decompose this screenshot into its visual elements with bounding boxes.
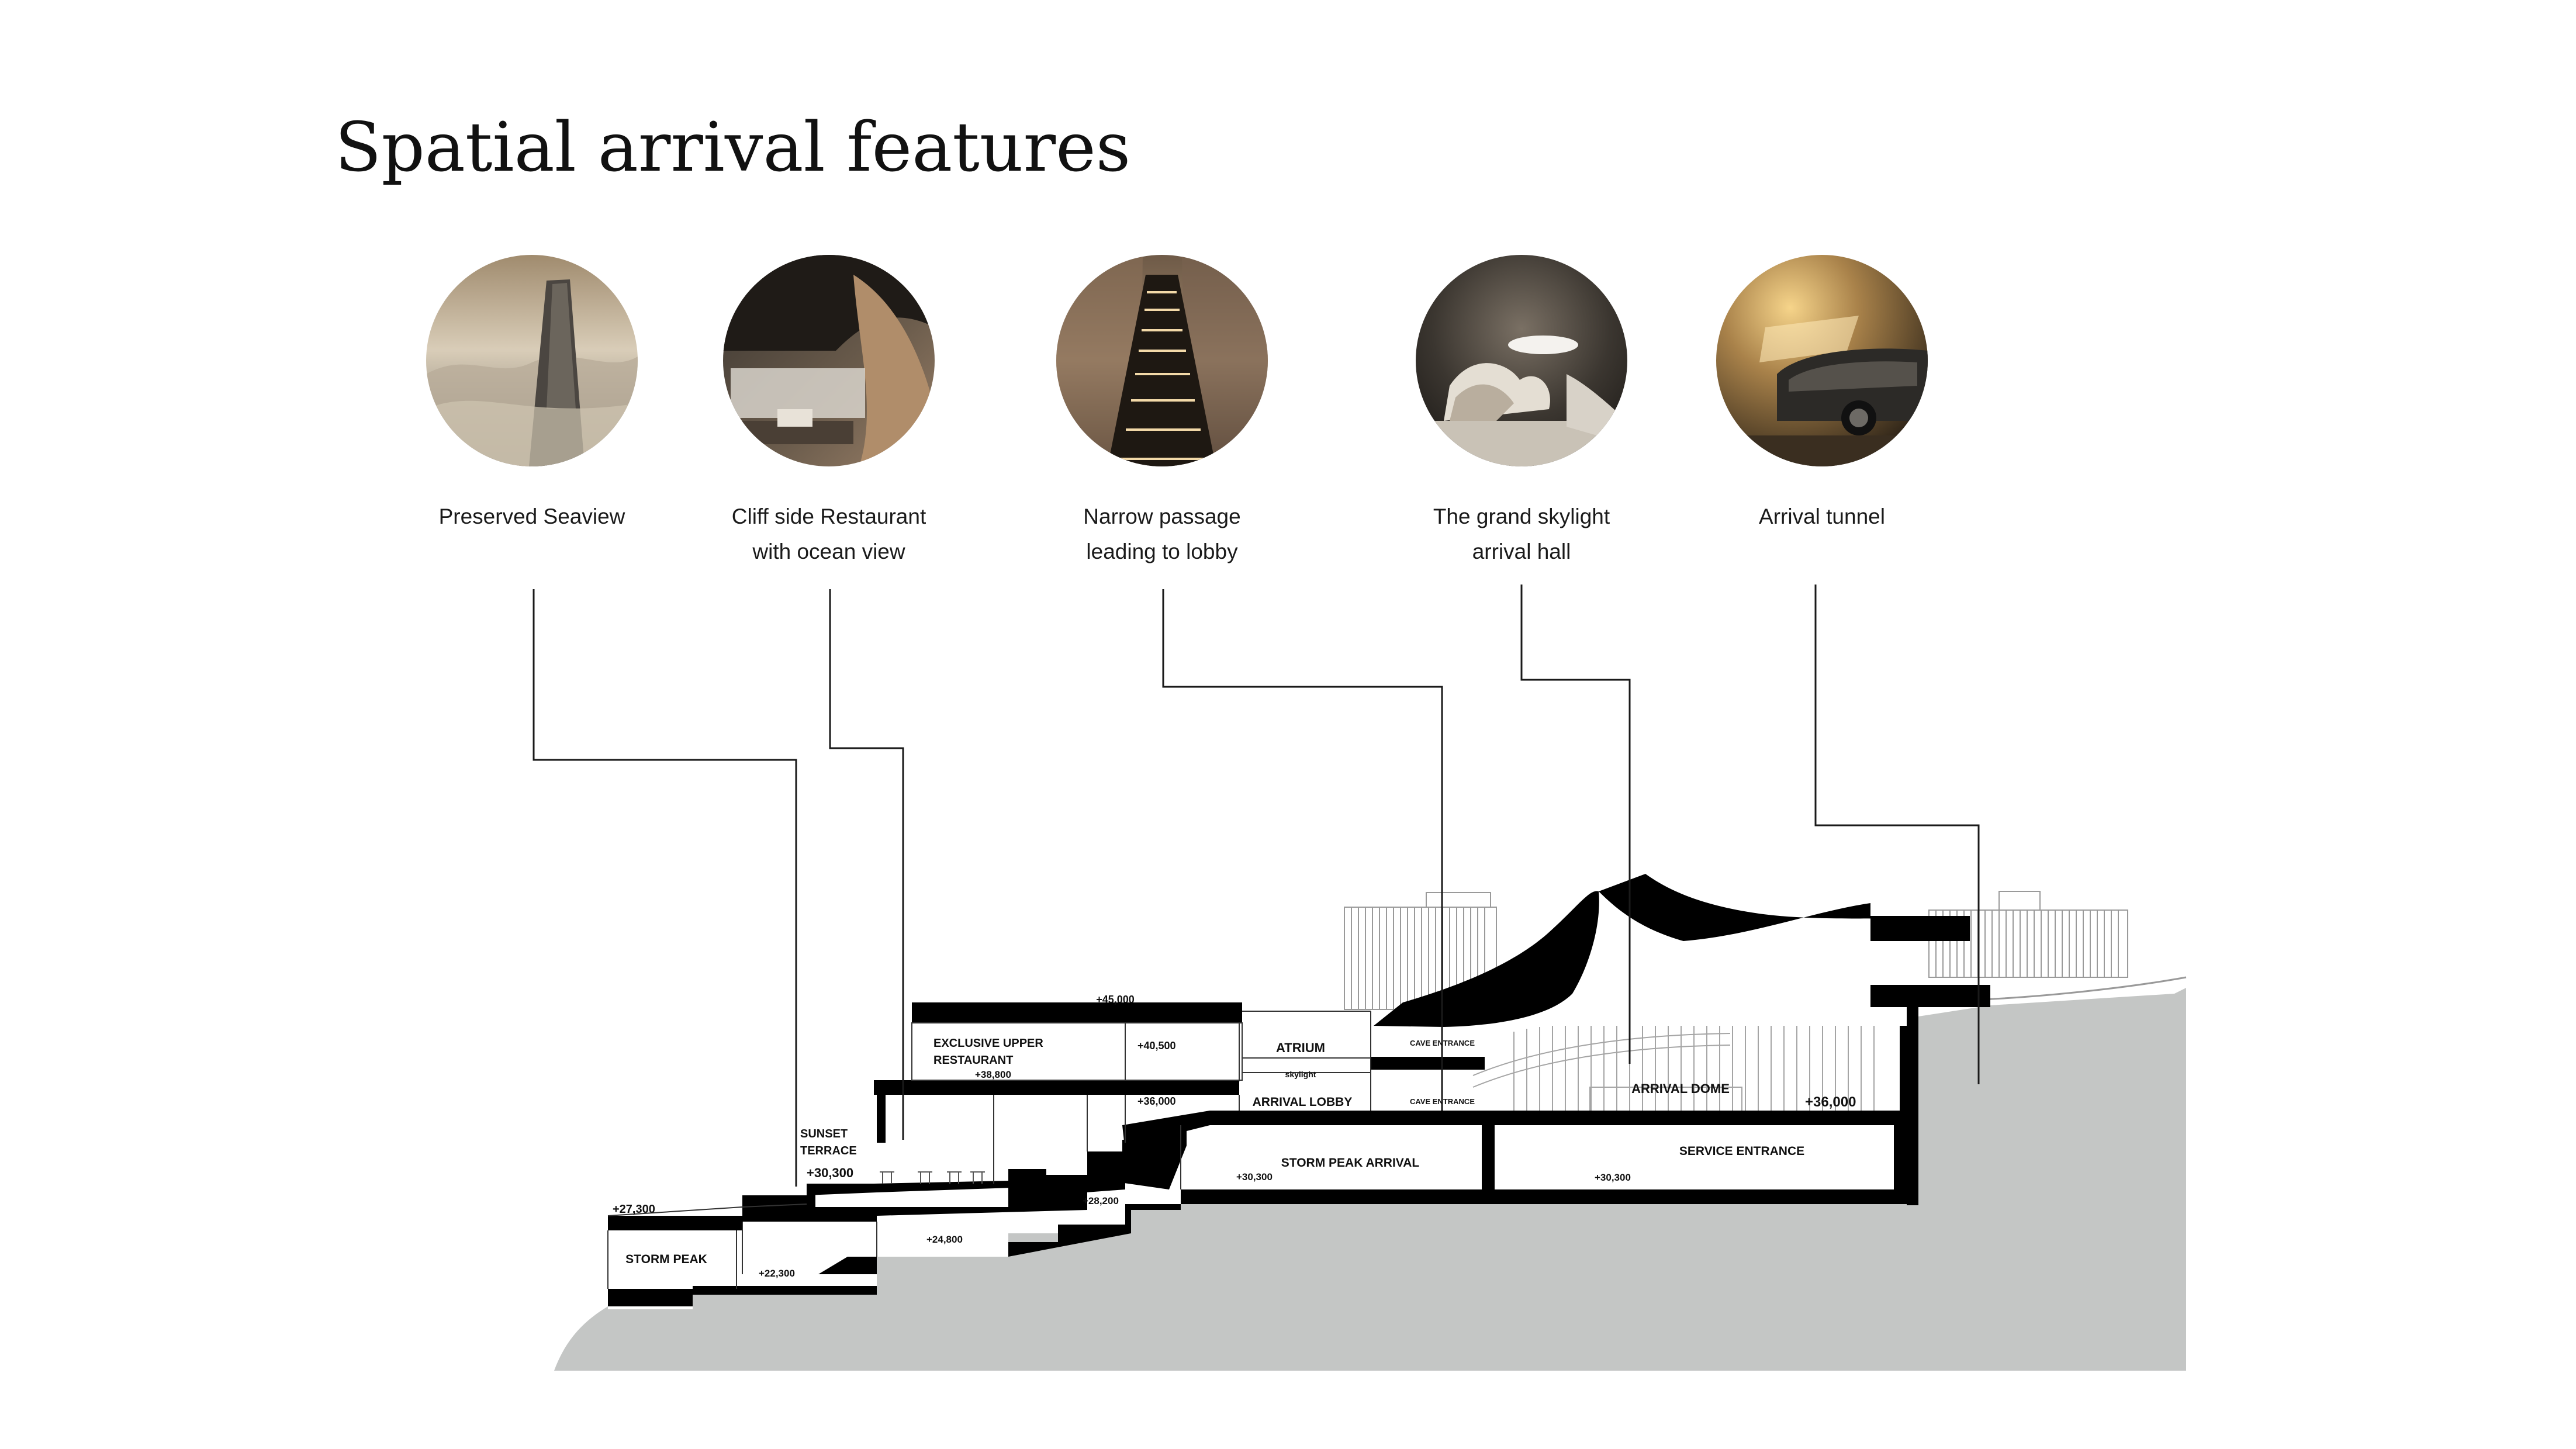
leader-cliff-restaurant <box>829 589 904 1140</box>
level-38800: +38,800 <box>975 1069 1011 1080</box>
label-sunset-terrace-line1: SUNSET <box>800 1128 848 1140</box>
foggy-cliff-tower-photo <box>426 255 638 466</box>
photo-arrival-tunnel <box>1716 255 1928 466</box>
arrival-dome-interior-hatching <box>1472 1026 1875 1113</box>
section-structure <box>608 874 1990 1306</box>
leader-lines <box>533 585 1980 1187</box>
label-atrium: ATRIUM <box>1276 1040 1325 1055</box>
level-22300: +22,300 <box>759 1268 795 1279</box>
caption-line-1: Preserved Seaview <box>439 504 625 528</box>
caption-line-1: Arrival tunnel <box>1759 504 1885 528</box>
section-thin-lines <box>607 1011 1371 1289</box>
skylight-hall-photo <box>1416 255 1627 466</box>
level-30300-service: +30,300 <box>1595 1172 1631 1183</box>
upper-terrain-line <box>1981 976 2187 1001</box>
leader-arrival-tunnel <box>1814 585 1980 1084</box>
photo-narrow-passage <box>1056 255 1268 466</box>
leader-preserved-seaview <box>533 589 797 1187</box>
photo-skylight-hall <box>1416 255 1627 466</box>
level-40500: +40,500 <box>1137 1040 1176 1052</box>
page-title: Spatial arrival features <box>335 108 1130 187</box>
terrace-furniture <box>880 1171 985 1184</box>
level-30300-arrival: +30,300 <box>1236 1171 1273 1182</box>
caption-line-2: with ocean view <box>752 540 905 563</box>
photo-cliff-restaurant <box>723 255 935 466</box>
label-restaurant-line1: EXCLUSIVE UPPER <box>933 1037 1043 1050</box>
lit-stairway-photo <box>1056 255 1268 466</box>
caption-arrival-tunnel: Arrival tunnel <box>1759 504 1885 528</box>
label-restaurant-line2: RESTAURANT <box>933 1054 1013 1067</box>
level-36000-left: +36,000 <box>1137 1095 1176 1107</box>
caption-line-2: leading to lobby <box>1086 540 1238 563</box>
label-cave-entrance-lower: CAVE ENTRANCE <box>1410 1097 1475 1106</box>
label-cave-entrance-upper: CAVE ENTRANCE <box>1410 1039 1475 1047</box>
level-28200: +28,200 <box>1083 1195 1119 1206</box>
photo-preserved-seaview <box>426 255 638 466</box>
leader-skylight-hall <box>1520 585 1631 1064</box>
cave-restaurant-photo <box>723 255 935 466</box>
label-skylight: skylight <box>1285 1070 1316 1079</box>
label-arrival-dome: ARRIVAL DOME <box>1631 1081 1730 1096</box>
car-tunnel-photo <box>1716 255 1928 466</box>
label-sunset-terrace-line2: TERRACE <box>800 1144 857 1157</box>
label-service-entrance: SERVICE ENTRANCE <box>1679 1144 1804 1158</box>
caption-line-1: The grand skylight <box>1433 504 1610 528</box>
level-36000-right: +36,000 <box>1805 1094 1856 1110</box>
caption-skylight-hall: The grand skylight arrival hall <box>1433 504 1610 563</box>
leader-narrow-passage <box>1162 589 1443 1111</box>
caption-cliff-restaurant: Cliff side Restaurant with ocean view <box>732 504 926 563</box>
level-45000: +45,000 <box>1096 994 1135 1005</box>
level-24800: +24,800 <box>926 1234 963 1245</box>
label-arrival-lobby: ARRIVAL LOBBY <box>1253 1095 1353 1109</box>
ground-rock <box>554 988 2186 1371</box>
caption-preserved-seaview: Preserved Seaview <box>439 504 625 528</box>
label-storm-peak-arrival: STORM PEAK ARRIVAL <box>1281 1156 1420 1170</box>
caption-line-1: Cliff side Restaurant <box>732 504 926 528</box>
caption-line-2: arrival hall <box>1472 540 1571 563</box>
caption-line-1: Narrow passage <box>1083 504 1240 528</box>
level-30300-terrace: +30,300 <box>807 1166 853 1180</box>
caption-narrow-passage: Narrow passage leading to lobby <box>1083 504 1240 563</box>
label-storm-peak: STORM PEAK <box>625 1253 707 1266</box>
level-27300: +27,300 <box>613 1203 655 1216</box>
